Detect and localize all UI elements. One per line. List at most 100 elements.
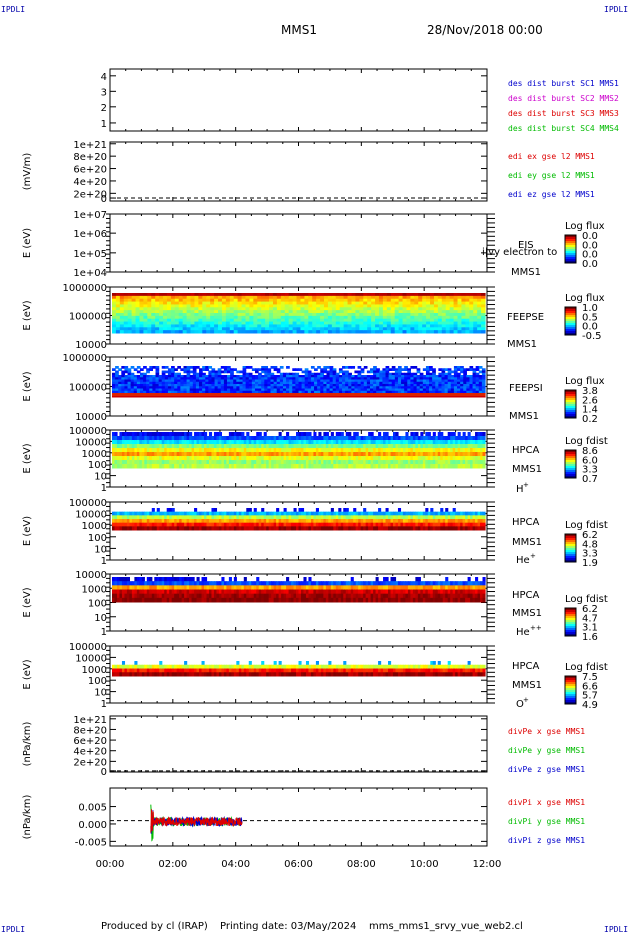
spectrogram-cell — [481, 370, 486, 374]
spectrogram-cell — [170, 321, 176, 325]
spectrogram-cell — [121, 388, 126, 392]
spectrogram-cell — [427, 440, 431, 445]
spectrogram-cell — [253, 327, 258, 331]
spectrogram-cell — [159, 307, 164, 311]
spectrogram-cell — [385, 396, 390, 398]
spectrogram-cell — [131, 436, 135, 441]
spectrogram-cell — [199, 372, 203, 376]
spectrogram-cell — [310, 366, 315, 369]
spectrogram-cell — [280, 315, 286, 320]
spectrogram-cell — [281, 452, 285, 457]
spectrogram-cell — [363, 310, 368, 314]
spectrogram-cell — [320, 313, 325, 317]
spectrogram-cell — [351, 393, 356, 396]
spectrogram-cell — [115, 321, 121, 325]
spectrogram-cell — [397, 370, 402, 374]
spectrogram-cell — [457, 295, 463, 300]
spectrogram-cell — [433, 293, 439, 297]
spectrogram-cell — [284, 307, 290, 311]
spectrogram-cell — [312, 293, 317, 297]
spectrogram-cell — [429, 386, 433, 389]
spectrogram-cell — [225, 307, 231, 311]
spectrogram-cell — [450, 460, 454, 465]
spectrogram-cell — [292, 304, 298, 308]
spectrogram-cell — [463, 388, 467, 392]
spectrogram-cell — [388, 440, 392, 445]
spectrogram-cell — [320, 460, 324, 465]
spectrogram-cell — [327, 304, 333, 308]
spectrogram-cell — [151, 460, 155, 465]
spectrogram-cell — [437, 327, 443, 331]
spectrogram-cell — [288, 321, 294, 325]
spectrogram-cell — [246, 452, 250, 457]
spectrogram-cell — [204, 456, 208, 461]
spectrogram-cell — [339, 301, 345, 305]
spectrogram-cell — [267, 388, 272, 392]
spectrogram-cell — [406, 304, 411, 308]
spectrogram-cell — [278, 452, 282, 457]
spectrogram-cell — [320, 393, 324, 396]
spectrogram-cell — [386, 295, 392, 300]
spectrogram-cell — [223, 393, 228, 396]
spectrogram-cell — [248, 456, 252, 461]
spectrogram-cell — [131, 432, 135, 437]
spectrogram-cell — [326, 390, 331, 394]
spectrogram-cell — [191, 464, 195, 469]
spectrogram-cell — [208, 381, 213, 385]
spectrogram-cell — [256, 440, 260, 445]
spectrogram-cell — [196, 456, 200, 461]
spectrogram-cell — [360, 388, 365, 392]
spectrogram-cell — [159, 315, 164, 320]
spectrogram-cell — [261, 393, 265, 396]
spectrogram-cell — [254, 386, 259, 389]
spectrogram-cell — [414, 324, 419, 328]
spectrogram-cell — [130, 377, 135, 380]
spectrogram-cell — [146, 390, 150, 394]
spectrogram-cell — [460, 377, 464, 380]
spectrogram-cell — [478, 393, 483, 396]
spectrogram-cell — [139, 460, 143, 465]
spectrogram-cell — [453, 321, 459, 325]
spectrogram-cell — [422, 327, 427, 331]
spectrogram-cell — [220, 379, 225, 383]
spectrogram-cell — [416, 368, 421, 371]
spectrogram-cell — [394, 386, 399, 389]
spectrogram-cell — [202, 324, 207, 328]
spectrogram-cell — [335, 390, 340, 394]
y-axis-label: E (eV) — [22, 516, 33, 546]
spectrogram-cell — [382, 377, 387, 380]
spectrogram-cell — [115, 384, 119, 387]
spectrogram-cell — [402, 304, 408, 308]
spectrogram-cell — [288, 301, 294, 305]
spectrogram-cell — [211, 396, 216, 398]
y-axis-label: (nPa/km) — [22, 722, 33, 767]
spectrogram-cell — [174, 375, 178, 378]
spectrogram-cell — [366, 384, 371, 387]
spectrogram-cell — [265, 298, 270, 303]
spectrogram-cell — [397, 377, 402, 380]
spectrogram-cell — [126, 460, 131, 465]
spectrogram-cell — [211, 381, 216, 385]
spectrogram-cell — [301, 388, 306, 392]
spectrogram-cell — [133, 368, 138, 371]
spectrogram-cell — [261, 304, 266, 308]
spectrogram-cell — [295, 372, 300, 376]
spectrogram-cell — [357, 375, 362, 378]
spectrogram-cell — [186, 384, 191, 387]
spectrogram-cell — [213, 460, 218, 465]
spectrogram-cell — [223, 366, 228, 369]
spectrogram-cell — [332, 381, 337, 385]
spectrogram-cell — [245, 324, 251, 328]
spectrogram-cell — [130, 381, 135, 385]
spectrogram-cell — [251, 375, 256, 378]
spectrogram-cell — [135, 304, 141, 308]
spectrogram-cell — [266, 456, 270, 461]
spectrogram-cell — [227, 384, 231, 387]
spectrogram-cell — [121, 452, 126, 457]
spectrogram-cell — [437, 318, 443, 323]
spectrogram-cell — [284, 321, 290, 325]
spectrogram-cell — [300, 456, 305, 461]
spectrogram-cell — [118, 377, 122, 380]
colorbar-swatch — [565, 239, 576, 242]
colorbar-swatch — [565, 249, 576, 252]
